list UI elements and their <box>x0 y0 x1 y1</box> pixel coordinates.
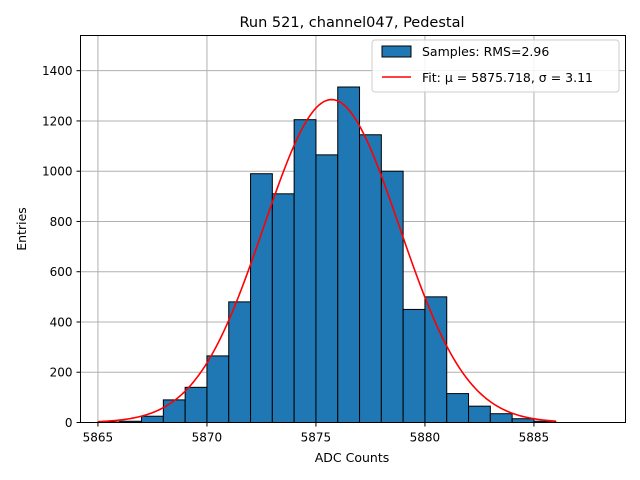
y-axis-ticks: 0 200 400 600 800 1000 1200 1400 <box>42 64 81 430</box>
legend-box <box>371 39 620 93</box>
histogram-bar-17 <box>468 405 491 424</box>
histogram-bar-19 <box>511 418 535 424</box>
histogram-bar-13 <box>380 170 404 423</box>
chart-title: Run 521, channel047, Pedestal <box>239 15 464 31</box>
histogram-bar-9 <box>293 119 317 424</box>
x-axis-ticks: 5865 5870 5875 5880 5885 <box>83 422 550 445</box>
fit-curve-layer <box>97 98 556 423</box>
histogram-bar-11 <box>337 86 361 423</box>
plot-frame <box>80 35 626 423</box>
y-tick-label-0: 0 <box>65 416 73 430</box>
legend: Samples: RMS=2.96 Fit: μ = 5875.718, σ =… <box>371 39 620 93</box>
histogram-bar-14 <box>402 308 426 424</box>
x-axis-label: ADC Counts <box>315 450 390 465</box>
histogram-bar-2 <box>141 415 164 423</box>
x-tick-label-3: 5880 <box>410 431 441 445</box>
y-tick-label-4: 800 <box>50 215 73 229</box>
x-tick-label-1: 5870 <box>192 431 223 445</box>
histogram-bar-12 <box>359 134 382 423</box>
histogram-bar-18 <box>489 413 513 424</box>
y-tick-label-6: 1200 <box>42 114 73 128</box>
histogram-bar-15 <box>424 296 448 423</box>
x-tick-label-0: 5865 <box>83 431 114 445</box>
y-tick-label-5: 1000 <box>42 165 73 179</box>
fit-curve <box>97 98 556 423</box>
x-tick-label-4: 5885 <box>519 431 550 445</box>
histogram-bar-16 <box>446 393 470 423</box>
histogram-bar-4 <box>184 386 208 423</box>
y-tick-label-3: 600 <box>50 265 73 279</box>
histogram-bar-10 <box>315 154 339 423</box>
histogram-bar-5 <box>206 355 230 424</box>
y-tick-label-2: 400 <box>50 315 73 329</box>
x-tick-label-2: 5875 <box>301 431 332 445</box>
legend-swatch-samples <box>381 45 412 58</box>
histogram-bar-3 <box>162 399 186 423</box>
histogram-bar-8 <box>271 193 295 423</box>
legend-label-samples: Samples: RMS=2.96 <box>422 44 549 59</box>
y-tick-label-7: 1400 <box>42 64 73 78</box>
y-axis-label: Entries <box>14 207 29 251</box>
y-tick-label-1: 200 <box>50 366 73 380</box>
legend-label-fit: Fit: μ = 5875.718, σ = 3.11 <box>422 70 593 85</box>
histogram-bar-6 <box>228 301 252 423</box>
